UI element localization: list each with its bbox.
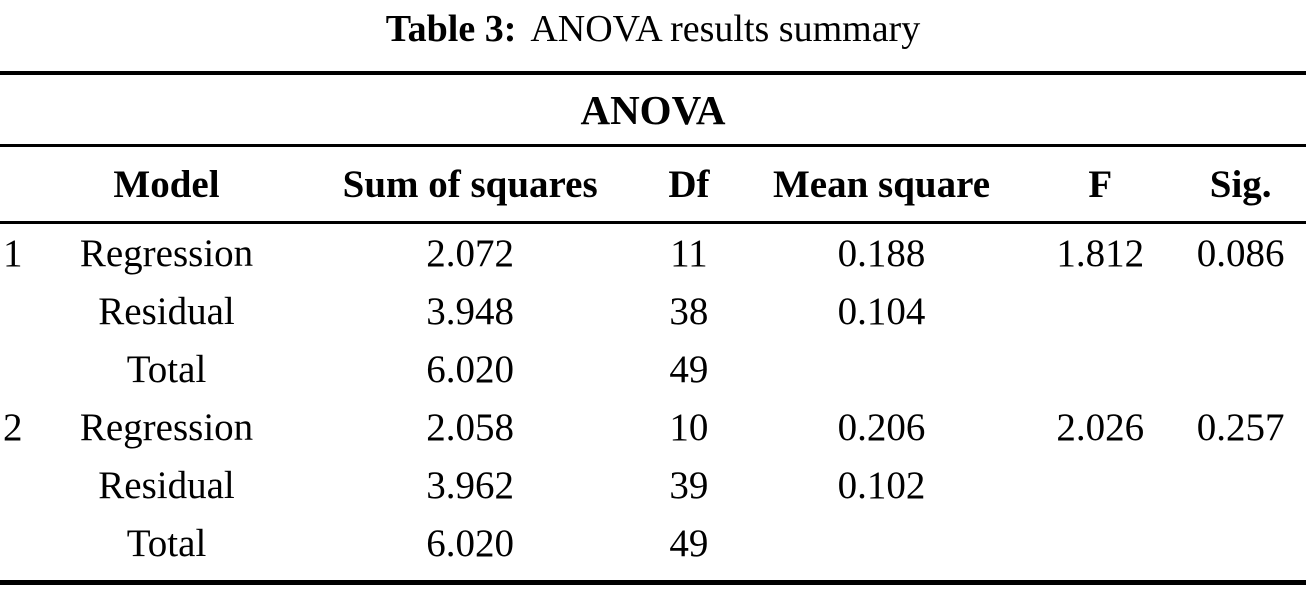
table-cell: 39 xyxy=(669,463,709,507)
column-header-mean-square: Mean square xyxy=(737,147,1026,224)
table-cell xyxy=(1175,340,1306,398)
table-cell: 1 xyxy=(3,231,23,275)
table-cell: 6.020 xyxy=(426,347,515,391)
column-header-sig: Sig. xyxy=(1175,147,1306,224)
table-row: Residual 3.948 38 0.104 xyxy=(0,282,1306,340)
table-cell xyxy=(1175,456,1306,514)
table-cell: 0.102 xyxy=(837,463,926,507)
table-cell: 0.188 xyxy=(837,231,926,275)
table-cell xyxy=(1175,514,1306,572)
table-cell xyxy=(1025,514,1175,572)
table-cell: 49 xyxy=(669,521,709,565)
table-body: 1 Regression 2.072 11 0.188 1.812 0.086 … xyxy=(0,223,1306,573)
table-row: Total 6.020 49 xyxy=(0,514,1306,572)
anova-table: Model Sum of squares Df Mean square F Si… xyxy=(0,147,1306,572)
table-cell: 3.962 xyxy=(426,463,515,507)
table-cell: Regression xyxy=(79,231,254,275)
top-rule xyxy=(0,71,1306,75)
column-header-df: Df xyxy=(639,147,738,224)
table-cell xyxy=(0,456,33,514)
table-header: Model Sum of squares Df Mean square F Si… xyxy=(0,147,1306,224)
table-cell: 0.257 xyxy=(1196,405,1285,449)
caption-label: Table 3: xyxy=(385,8,517,50)
table-row: 1 Regression 2.072 11 0.188 1.812 0.086 xyxy=(0,223,1306,283)
table-cell: 1.812 xyxy=(1056,231,1145,275)
table-cell: 10 xyxy=(669,405,709,449)
table-row: Total 6.020 49 xyxy=(0,340,1306,398)
table-cell: 0.104 xyxy=(837,289,926,333)
table-cell xyxy=(1025,282,1175,340)
table-cell: 3.948 xyxy=(426,289,515,333)
table-row: 2 Regression 2.058 10 0.206 2.026 0.257 xyxy=(0,398,1306,456)
table-cell: Regression xyxy=(79,405,254,449)
table-cell xyxy=(0,282,33,340)
table-cell: 2.026 xyxy=(1056,405,1145,449)
table-cell: 38 xyxy=(669,289,709,333)
table-row: Residual 3.962 39 0.102 xyxy=(0,456,1306,514)
table-cell: 2 xyxy=(3,405,23,449)
table-cell: Residual xyxy=(98,289,235,333)
table-cell xyxy=(738,514,1025,572)
table-cell: Residual xyxy=(98,463,235,507)
table-cell xyxy=(1175,282,1306,340)
table-cell xyxy=(0,514,33,572)
table-cell: 6.020 xyxy=(426,521,515,565)
bottom-rule xyxy=(0,580,1306,585)
table-cell xyxy=(738,340,1025,398)
table-caption: Table 3: ANOVA results summary xyxy=(0,0,1306,71)
table-cell: 2.058 xyxy=(426,405,515,449)
table-cell xyxy=(1025,340,1175,398)
table-cell: Total xyxy=(126,347,207,391)
table-cell: 0.206 xyxy=(837,405,926,449)
column-header-modelnum xyxy=(0,147,33,224)
column-header-model: Model xyxy=(32,147,301,224)
column-header-sum-of-squares: Sum of squares xyxy=(300,147,640,224)
table-cell: 2.072 xyxy=(426,231,515,275)
header-row: Model Sum of squares Df Mean square F Si… xyxy=(0,147,1306,224)
table-cell xyxy=(0,340,33,398)
caption-text: ANOVA results summary xyxy=(530,8,921,50)
table-cell xyxy=(1025,456,1175,514)
table-cell: 0.086 xyxy=(1196,231,1285,275)
table-cell: 49 xyxy=(669,347,709,391)
column-header-f: F xyxy=(1025,147,1176,224)
table-cell: 11 xyxy=(670,231,708,275)
table-cell: Total xyxy=(126,521,207,565)
title-rule xyxy=(0,144,1306,147)
table-title: ANOVA xyxy=(580,86,726,133)
